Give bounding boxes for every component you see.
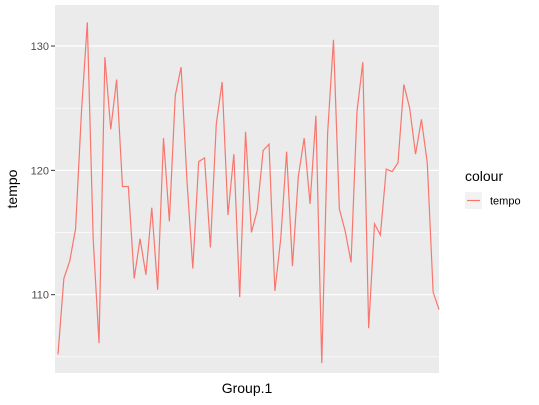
- y-tick-label: 130: [31, 41, 49, 53]
- legend-title: colour: [465, 168, 503, 184]
- x-axis-title: Group.1: [222, 380, 273, 396]
- major-gridlines: [55, 45, 439, 296]
- y-tick-label: 120: [31, 165, 49, 177]
- minor-gridlines: [55, 107, 439, 358]
- legend: colour tempo: [465, 168, 521, 209]
- legend-label-tempo: tempo: [490, 196, 521, 208]
- series-line-tempo: [57, 22, 440, 364]
- y-axis-title: tempo: [4, 169, 20, 208]
- y-tick-label: 110: [31, 290, 49, 302]
- y-axis: 110 120 130: [31, 41, 55, 302]
- panel-background: [55, 5, 439, 373]
